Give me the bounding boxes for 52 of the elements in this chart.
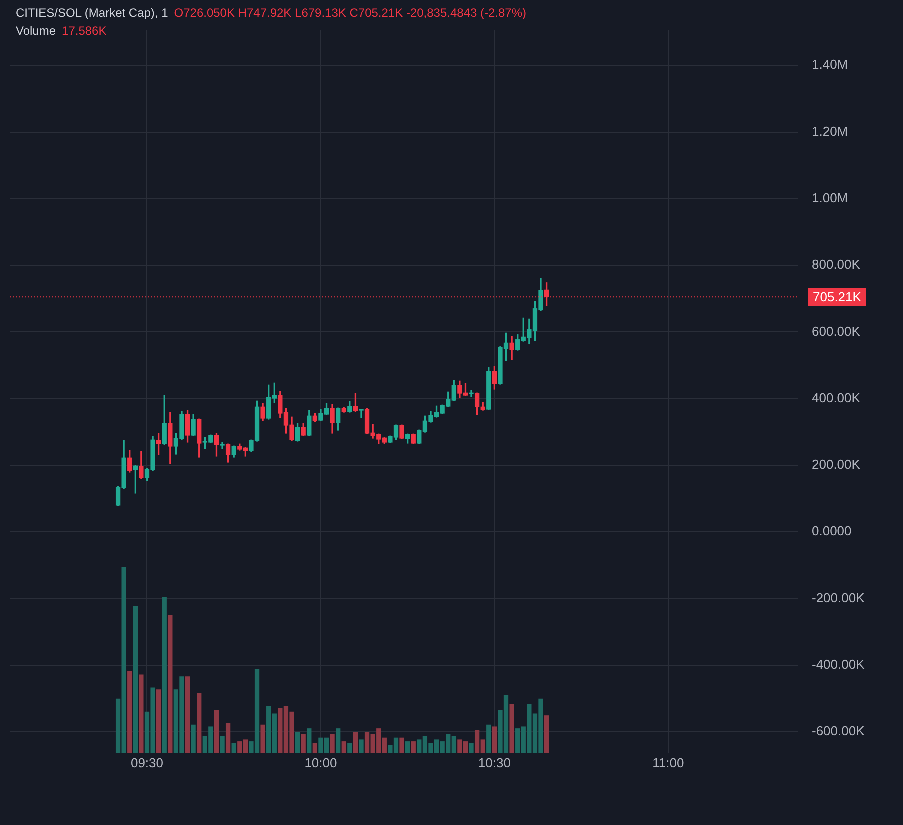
bar <box>139 674 144 753</box>
y-tick-label: -400.00K <box>812 656 866 672</box>
bar <box>232 743 236 753</box>
y-tick-label: -200.00K <box>812 590 866 606</box>
bar <box>336 728 341 753</box>
bar <box>544 716 550 753</box>
bar <box>156 690 162 753</box>
bar <box>197 693 202 753</box>
y-tick-label: 1.40M <box>812 57 848 72</box>
bar <box>191 724 196 753</box>
bar <box>469 743 474 753</box>
bar <box>133 606 138 753</box>
x-tick-label: 10:00 <box>304 755 338 770</box>
bar <box>162 596 167 753</box>
bar <box>400 738 404 753</box>
bar <box>492 726 498 753</box>
bar <box>295 732 300 753</box>
annotation: 17.586K <box>62 24 107 38</box>
y-tick-label: 200.00K <box>812 457 861 472</box>
bar <box>301 734 306 753</box>
y-tick-label: 800.00K <box>812 257 861 272</box>
bar <box>486 724 492 753</box>
bar <box>342 742 346 753</box>
x-tick-label: 09:30 <box>130 755 164 770</box>
bar <box>510 704 514 753</box>
chart-title: CITIES/SOL (Market Cap), 1 <box>16 6 168 20</box>
y-tick-label: 600.00K <box>812 324 861 339</box>
bar <box>405 742 410 753</box>
bar <box>260 724 266 753</box>
ref-line-label: 705.21K <box>813 290 862 305</box>
bar <box>128 671 132 753</box>
y-tick-label: 0.0000 <box>812 524 852 539</box>
chart-subtitle: O726.050K H747.92K L679.13K C705.21K -20,835.4843 (-2.87%) <box>174 6 527 20</box>
y-tick-label: 1.00M <box>812 190 848 206</box>
bar <box>168 615 173 753</box>
bar <box>353 732 358 753</box>
annotation: Volume <box>16 24 56 38</box>
y-tick-label: 400.00K <box>812 390 861 406</box>
bar <box>359 740 364 753</box>
bar <box>307 728 312 753</box>
bar <box>185 676 190 753</box>
bar <box>312 743 318 753</box>
x-tick-label: 10:30 <box>478 755 511 770</box>
bar <box>330 734 335 753</box>
x-tick-label: 11:00 <box>652 755 684 770</box>
y-tick-label: -600.00K <box>812 724 866 739</box>
bar <box>348 743 352 753</box>
bar <box>411 742 416 753</box>
bar <box>220 736 225 753</box>
y-tick-label: 1.20M <box>812 124 848 139</box>
bar <box>214 710 220 753</box>
bar <box>226 723 231 753</box>
